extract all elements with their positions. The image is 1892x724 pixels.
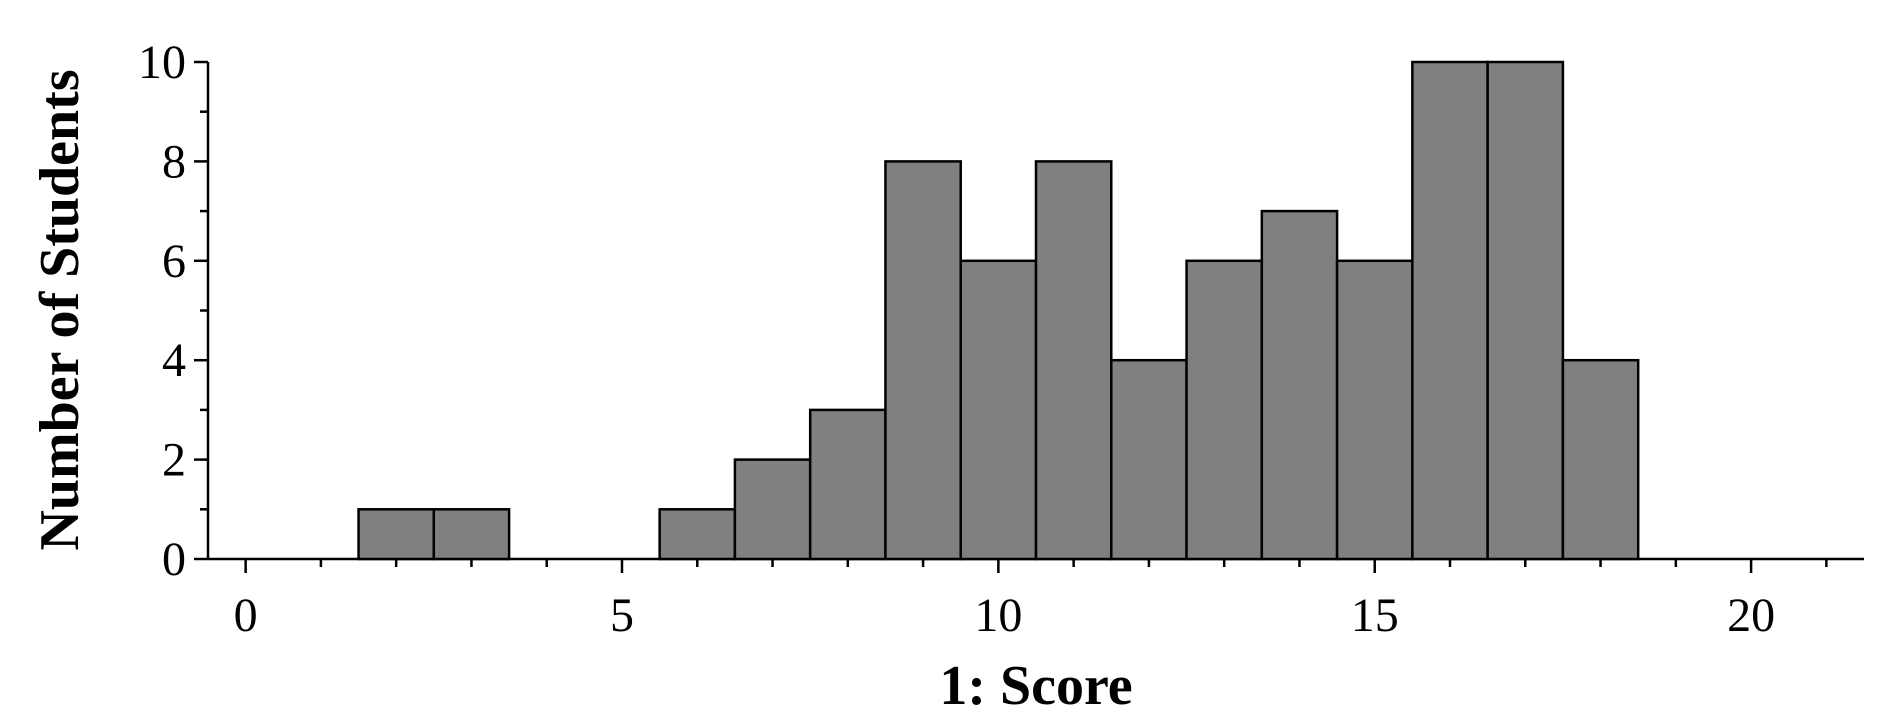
x-tick-label: 0 — [234, 589, 258, 642]
bar — [1486, 60, 1565, 561]
bar — [1260, 209, 1339, 561]
bar — [658, 508, 737, 561]
bar — [959, 259, 1038, 561]
bar — [357, 508, 436, 561]
x-tick-label: 5 — [610, 589, 634, 642]
bar — [808, 408, 887, 561]
y-tick-label: 10 — [138, 36, 186, 89]
x-tick-label: 10 — [974, 589, 1022, 642]
bar — [733, 458, 812, 561]
bar — [884, 160, 962, 561]
y-tick-label: 0 — [162, 533, 186, 586]
bar — [1411, 60, 1489, 561]
bar — [1335, 259, 1414, 561]
y-axis-title: Number of Students — [29, 69, 91, 550]
x-axis-title: 1: Score — [939, 655, 1132, 717]
y-tick-label: 8 — [162, 135, 186, 188]
bar — [1185, 259, 1264, 561]
bar — [432, 508, 511, 561]
y-tick-label: 4 — [162, 334, 186, 387]
bar — [1561, 358, 1640, 561]
bar — [1034, 160, 1113, 561]
y-tick-label: 2 — [162, 434, 186, 487]
x-tick-label: 15 — [1351, 589, 1399, 642]
bar — [1110, 358, 1188, 561]
x-tick-label: 20 — [1727, 589, 1775, 642]
y-tick-label: 6 — [162, 235, 186, 288]
